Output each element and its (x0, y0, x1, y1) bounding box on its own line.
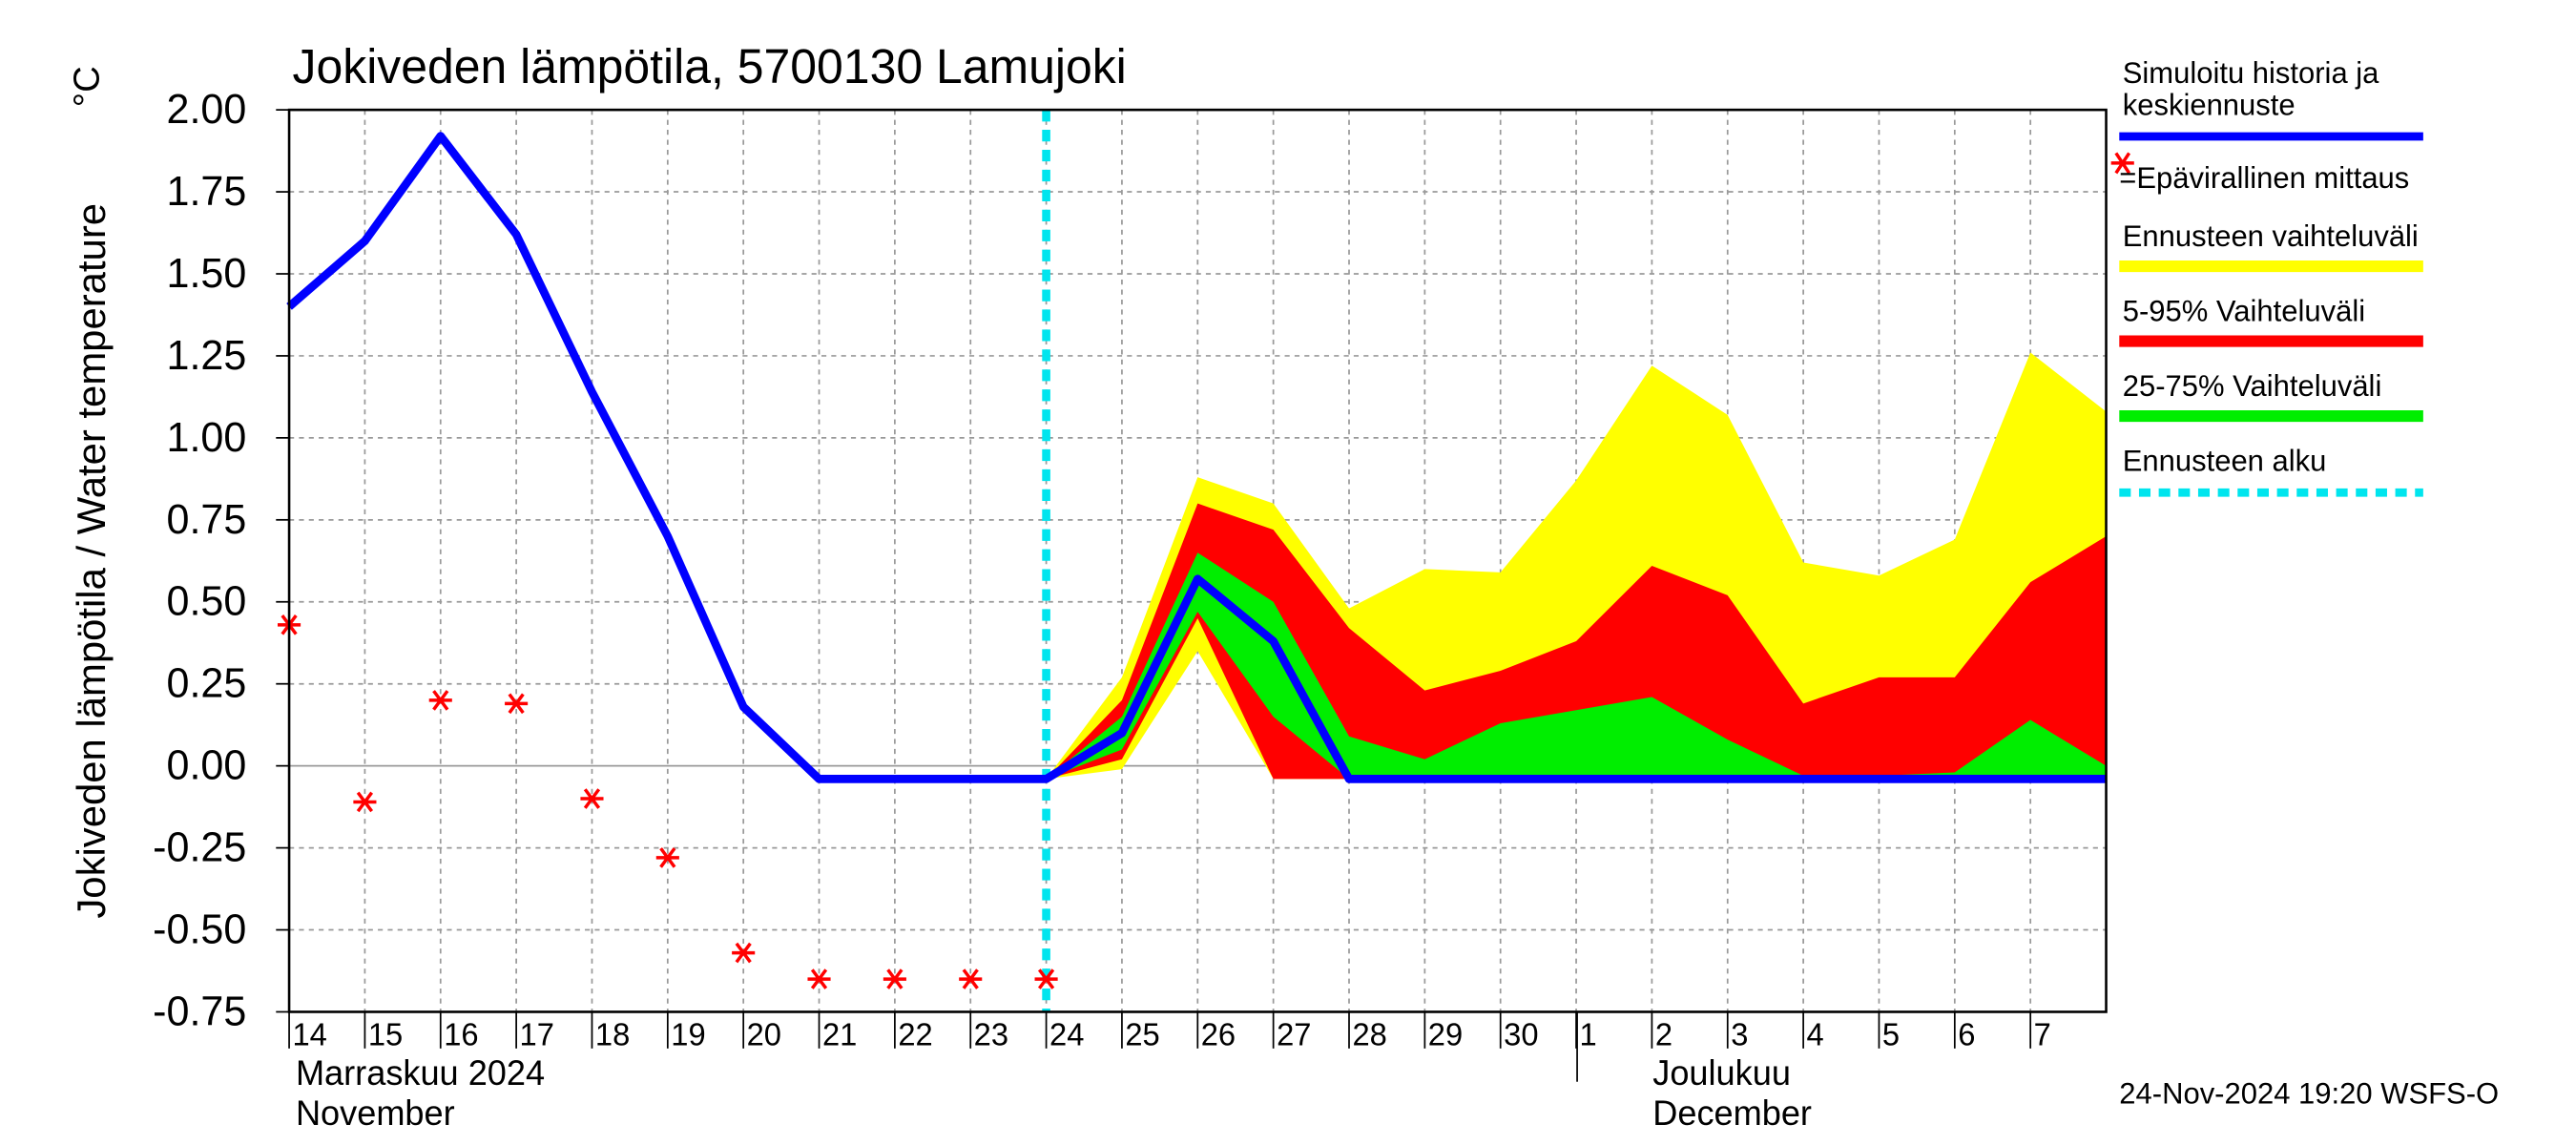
y-tick-label: 1.50 (167, 251, 247, 297)
legend-text-line: Simuloitu historia ja (2123, 56, 2379, 90)
y-tick-label: -0.25 (153, 824, 246, 870)
y-tick-label: 0.25 (167, 660, 247, 706)
y-tick-label: 0.75 (167, 497, 247, 543)
forecast-band (1046, 552, 2107, 780)
chart-title: Jokiveden lämpötila, 5700130 Lamujoki (293, 40, 1127, 94)
month-label: Marraskuu 2024 (296, 1053, 545, 1093)
legend-swatch (2110, 152, 2134, 175)
timestamp: 24-Nov-2024 19:20 WSFS-O (2119, 1076, 2499, 1110)
y-tick-label: -0.75 (153, 989, 246, 1034)
x-tick-label: 28 (1352, 1016, 1386, 1051)
simulation-line (286, 132, 2107, 783)
x-tick-label: 30 (1504, 1016, 1538, 1051)
x-tick-label: 7 (2034, 1016, 2051, 1051)
x-tick-label: 19 (671, 1016, 705, 1051)
measurement-point (959, 968, 983, 989)
x-tick-label: 29 (1428, 1016, 1463, 1051)
x-tick-label: 2 (1655, 1016, 1672, 1051)
legend-label: Ennusteen alku (2123, 444, 2327, 477)
measurement-point (732, 942, 756, 964)
legend-label: 25-75% Vaihteluväli (2123, 369, 2382, 403)
x-tick-label: 27 (1277, 1016, 1311, 1051)
measurement-point (353, 791, 377, 813)
legend-label: 5-95% Vaihteluväli (2123, 294, 2365, 327)
x-tick-label: 14 (293, 1016, 327, 1051)
y-tick-label: 2.00 (167, 87, 247, 133)
measurement-point (580, 788, 604, 809)
measurement-point (807, 968, 831, 989)
x-tick-label: 1 (1580, 1016, 1597, 1051)
x-tick-label: 6 (1958, 1016, 1975, 1051)
month-label: December (1652, 1093, 1812, 1133)
y-axis-label: Jokiveden lämpötila / Water temperature (69, 203, 114, 919)
measurement-point (655, 847, 679, 868)
y-tick-label: 1.25 (167, 333, 247, 379)
measurement-point (428, 690, 452, 711)
x-tick-label: 5 (1882, 1016, 1900, 1051)
y-tick-label: 1.75 (167, 169, 247, 215)
measurement-point (505, 693, 529, 715)
y-tick-label: 0.00 (167, 742, 247, 788)
x-tick-label: 17 (520, 1016, 554, 1051)
legend: Simuloitu historia ja keskiennuste =Epävir… (2110, 56, 2423, 497)
month-label: Joulukuu (1652, 1053, 1791, 1093)
x-tick-label: 23 (974, 1016, 1008, 1051)
x-tick-label: 15 (368, 1016, 403, 1051)
y-tick-label: 0.50 (167, 578, 247, 624)
legend-label: =Epävirallinen mittaus (2119, 161, 2409, 195)
x-tick-label: 18 (595, 1016, 630, 1051)
x-tick-label: 21 (822, 1016, 857, 1051)
x-tick-label: 26 (1201, 1016, 1236, 1051)
measurement-point (1034, 968, 1058, 989)
y-tick-label: -0.50 (153, 906, 246, 952)
month-label: November (296, 1093, 455, 1133)
y-axis-unit: °C (67, 66, 108, 107)
x-tick-label: 16 (444, 1016, 478, 1051)
x-tick-label: 20 (747, 1016, 781, 1051)
legend-label: Simuloitu historia ja keskiennuste (2123, 56, 2379, 121)
measurement-point (883, 968, 906, 989)
legend-label: Ennusteen vaihteluväli (2123, 219, 2419, 253)
x-tick-label: 22 (898, 1016, 932, 1051)
x-tick-label: 3 (1731, 1016, 1748, 1051)
x-tick-label: 4 (1807, 1016, 1824, 1051)
legend-text-line: keskiennuste (2123, 88, 2296, 121)
x-tick-label: 25 (1125, 1016, 1159, 1051)
y-tick-label: 1.00 (167, 415, 247, 461)
x-tick-label: 24 (1049, 1016, 1084, 1051)
plot-area (276, 109, 2107, 1013)
